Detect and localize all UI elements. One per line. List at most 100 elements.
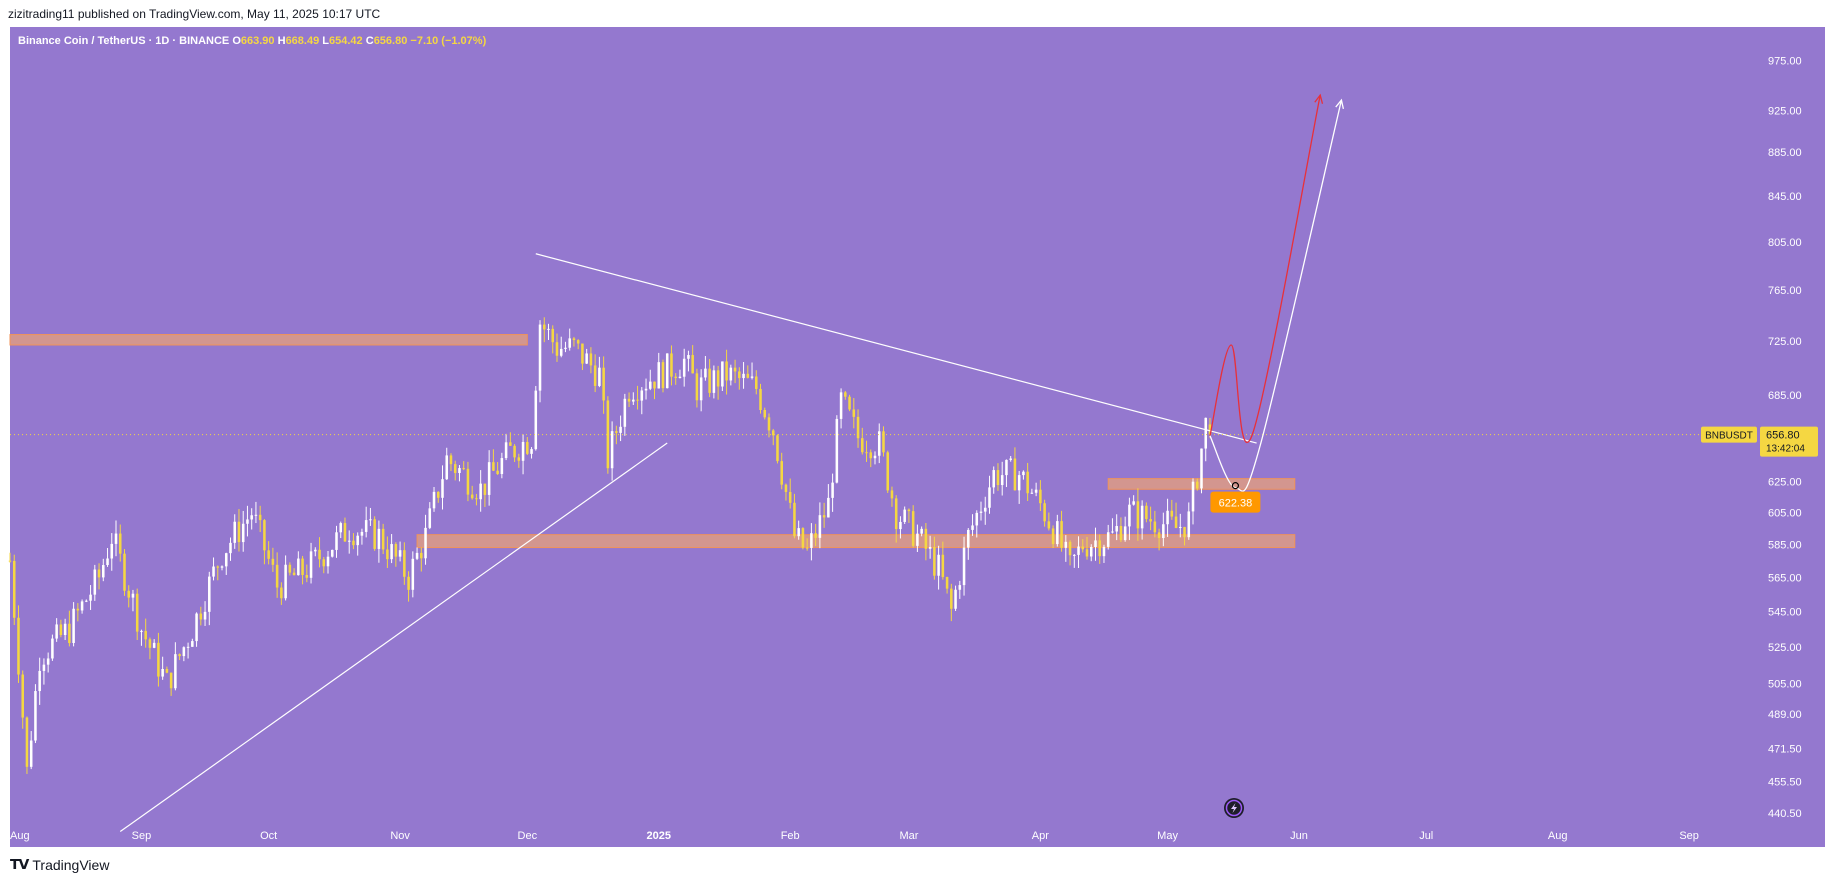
candle-body	[780, 461, 783, 485]
candle-body	[127, 590, 130, 598]
candle-body	[928, 547, 932, 549]
candle-body	[877, 431, 881, 456]
candle-body	[657, 362, 661, 389]
candle-body	[479, 483, 482, 500]
candle-body	[229, 542, 232, 554]
candle-body	[169, 672, 173, 689]
candle-body	[1051, 528, 1055, 545]
footer-brand[interactable]: 𝗧𝗩 TradingView	[10, 856, 109, 873]
y-tick-label: 605.00	[1768, 507, 1802, 519]
symbol-tag: BNBUSDT	[1705, 431, 1753, 442]
candle-body	[559, 348, 563, 356]
candle-body	[653, 381, 656, 389]
candle-body	[610, 431, 614, 469]
ohlc-legend: Binance Coin / TetherUS · 1D · BINANCE O…	[18, 35, 486, 47]
candle-body	[436, 491, 440, 498]
candle-body	[1102, 546, 1106, 557]
candle-body	[1034, 489, 1038, 493]
candle-body	[983, 507, 987, 512]
candle-body	[424, 527, 427, 559]
candle-body	[335, 532, 338, 550]
candle-body	[297, 558, 300, 576]
candle-body	[1043, 503, 1046, 522]
candle-body	[1026, 471, 1029, 494]
candle-body	[822, 515, 826, 518]
candle-body	[1115, 526, 1118, 532]
x-tick-label: Aug	[1548, 830, 1568, 842]
candle-body	[165, 668, 169, 673]
candle-body	[305, 574, 309, 578]
candle-body	[1098, 540, 1102, 557]
x-tick-label: Apr	[1032, 830, 1049, 842]
candle-body	[118, 533, 122, 554]
candle-body	[678, 376, 682, 379]
candle-body	[742, 373, 745, 379]
change-value: −7.10 (−1.07%)	[410, 35, 487, 47]
candle-body	[398, 550, 402, 557]
candle-body	[1170, 510, 1174, 517]
candle-body	[483, 483, 487, 495]
candle-body	[1000, 475, 1004, 486]
candle-body	[182, 647, 186, 657]
candle-body	[195, 613, 198, 642]
candle-body	[598, 367, 601, 386]
candle-body	[237, 521, 241, 543]
level-marker	[1231, 482, 1240, 490]
candle-body	[267, 550, 270, 559]
candle-body	[665, 353, 669, 389]
candle-body	[687, 355, 690, 359]
candle-body	[191, 641, 194, 647]
candle-body	[76, 608, 80, 611]
candle-body	[34, 691, 37, 741]
candle-body	[589, 353, 593, 366]
x-tick-label: Jul	[1419, 830, 1433, 842]
lightning-icon[interactable]	[1224, 798, 1244, 818]
candle-body	[1009, 458, 1012, 460]
x-axis: Aug Sep Oct Nov Dec 2025 Feb Mar Apr May Jun Jul Aug…	[10, 830, 1699, 842]
candles-layer	[8, 317, 1212, 774]
candle-body	[38, 670, 41, 692]
candle-body	[814, 533, 817, 538]
candle-body	[233, 521, 237, 543]
candle-body	[12, 560, 16, 618]
y-tick-label: 489.00	[1768, 709, 1802, 721]
candle-body	[1204, 417, 1208, 449]
candle-body	[63, 623, 67, 636]
candle-body	[280, 587, 283, 599]
candle-body	[1153, 521, 1157, 533]
candle-body	[547, 328, 550, 330]
candle-body	[441, 479, 444, 498]
candle-body	[403, 550, 406, 577]
candle-body	[309, 551, 313, 578]
candle-body	[1140, 505, 1144, 529]
candle-body	[224, 553, 228, 567]
candle-body	[1162, 524, 1165, 539]
candle-body	[1132, 501, 1135, 505]
candle-body	[682, 358, 686, 377]
candle-body	[258, 514, 262, 521]
zone-0	[9, 334, 528, 346]
projection-red	[1209, 94, 1321, 444]
candle-body	[1183, 526, 1186, 538]
candle-body	[470, 494, 474, 499]
candle-body	[776, 435, 779, 462]
x-tick-label: Dec	[518, 830, 538, 842]
candle-body	[899, 521, 902, 530]
y-axis: 975.00 925.00 885.00 845.00 805.00 765.00 725.…	[1768, 55, 1802, 820]
trendline-0	[119, 442, 668, 833]
candle-body	[203, 611, 207, 620]
candle-body	[844, 392, 847, 397]
candle-body	[500, 458, 504, 475]
candle-body	[174, 654, 177, 689]
candle-body	[21, 674, 24, 718]
candle-body	[771, 430, 775, 436]
candle-body	[1111, 531, 1114, 533]
candle-body	[246, 519, 249, 524]
candle-body	[530, 449, 533, 454]
candle-body	[208, 576, 211, 612]
candle-body	[110, 543, 114, 559]
y-tick-label: 525.00	[1768, 642, 1802, 654]
candle-body	[1060, 521, 1063, 548]
candle-body	[767, 417, 771, 431]
